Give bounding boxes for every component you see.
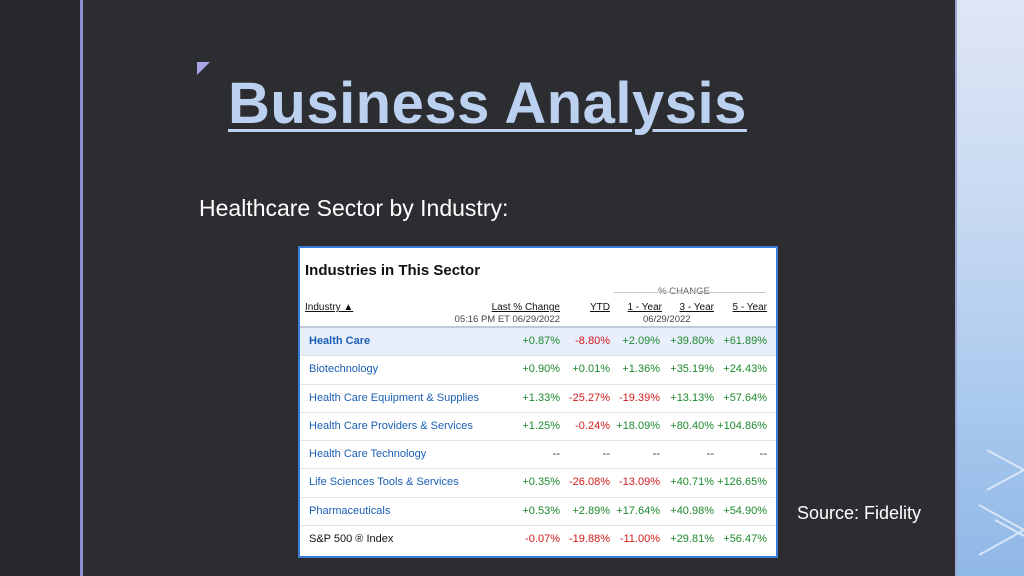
slide-subtitle: Healthcare Sector by Industry: bbox=[199, 195, 509, 221]
one-year-cell: +1.36% bbox=[622, 363, 660, 376]
pct-change-label: % CHANGE bbox=[614, 286, 754, 297]
three-year-cell: -- bbox=[706, 448, 714, 461]
three-year-cell: +35.19% bbox=[670, 363, 714, 376]
col-subheader-last-change: 05:16 PM ET 06/29/2022 bbox=[454, 314, 560, 325]
five-year-cell: +104.86% bbox=[717, 419, 767, 432]
corner-triangle-icon bbox=[197, 62, 210, 75]
last-change-cell: +0.87% bbox=[522, 335, 560, 347]
table-row: Health Care Equipment & Supplies +1.33% … bbox=[300, 385, 776, 413]
industry-link[interactable]: Life Sciences Tools & Services bbox=[309, 476, 459, 489]
col-header-ytd[interactable]: YTD bbox=[590, 302, 610, 313]
industry-link[interactable]: Pharmaceuticals bbox=[309, 504, 391, 517]
three-year-cell: +39.80% bbox=[670, 335, 714, 347]
one-year-cell: -- bbox=[652, 448, 660, 461]
last-change-cell: +1.33% bbox=[522, 391, 560, 404]
table-row: Biotechnology +0.90% +0.01% +1.36% +35.1… bbox=[300, 356, 776, 385]
industry-link[interactable]: Health Care Equipment & Supplies bbox=[309, 391, 479, 404]
table-row: Health Care +0.87% -8.80% +2.09% +39.80%… bbox=[300, 328, 776, 357]
industry-link[interactable]: Biotechnology bbox=[309, 363, 379, 376]
table-row: Life Sciences Tools & Services +0.35% -2… bbox=[300, 469, 776, 498]
left-stripe bbox=[0, 0, 80, 576]
ytd-cell: -8.80% bbox=[575, 335, 610, 347]
col-subheader-period: 06/29/2022 bbox=[643, 314, 691, 325]
ytd-cell: +2.89% bbox=[572, 504, 610, 517]
pct-change-divider bbox=[614, 292, 766, 293]
table-row: Health Care Providers & Services +1.25% … bbox=[300, 413, 776, 442]
source-note: Source: Fidelity bbox=[797, 503, 922, 523]
last-change-cell: +1.25% bbox=[522, 419, 560, 432]
col-header-1-year[interactable]: 1 - Year bbox=[627, 302, 662, 313]
one-year-cell: +17.64% bbox=[616, 504, 660, 517]
last-change-cell: -0.07% bbox=[525, 533, 560, 546]
index-label: S&P 500 ® Index bbox=[309, 533, 394, 546]
five-year-cell: +126.65% bbox=[717, 476, 767, 489]
one-year-cell: -11.00% bbox=[619, 533, 660, 546]
five-year-cell: +54.90% bbox=[723, 504, 767, 517]
one-year-cell: +2.09% bbox=[622, 335, 660, 347]
ytd-cell: -- bbox=[602, 448, 610, 461]
table-row: S&P 500 ® Index -0.07% -19.88% -11.00% +… bbox=[300, 526, 776, 554]
one-year-cell: -13.09% bbox=[619, 476, 660, 489]
three-year-cell: +40.98% bbox=[670, 504, 714, 517]
ytd-cell: -0.24% bbox=[575, 419, 610, 432]
last-change-cell: +0.53% bbox=[522, 504, 560, 517]
right-decor-panel bbox=[955, 0, 1024, 576]
three-year-cell: +29.81% bbox=[670, 533, 714, 546]
three-year-cell: +80.40% bbox=[670, 419, 714, 432]
five-year-cell: +56.47% bbox=[723, 533, 767, 546]
one-year-cell: +18.09% bbox=[616, 419, 660, 432]
col-header-3-year[interactable]: 3 - Year bbox=[679, 302, 714, 313]
right-accent-line bbox=[955, 0, 957, 576]
header-divider bbox=[300, 326, 776, 328]
three-year-cell: +40.71% bbox=[670, 476, 714, 489]
five-year-cell: -- bbox=[759, 448, 767, 461]
table-body: Health Care +0.87% -8.80% +2.09% +39.80%… bbox=[300, 328, 776, 554]
industry-link[interactable]: Health Care Technology bbox=[309, 448, 427, 461]
chevron-decor-icon bbox=[978, 449, 1024, 556]
five-year-cell: +61.89% bbox=[723, 335, 767, 347]
industries-table: Industries in This Sector % CHANGE Indus… bbox=[298, 246, 778, 558]
last-change-cell: +0.90% bbox=[522, 363, 560, 376]
industry-link[interactable]: Health Care bbox=[309, 335, 371, 347]
col-header-5-year[interactable]: 5 - Year bbox=[732, 302, 767, 313]
ytd-cell: -26.08% bbox=[569, 476, 610, 489]
col-header-industry[interactable]: Industry ▲ bbox=[305, 302, 354, 313]
table-heading: Industries in This Sector bbox=[305, 262, 481, 279]
one-year-cell: -19.39% bbox=[619, 391, 660, 404]
left-accent-line bbox=[80, 0, 83, 576]
table-row: Health Care Technology -- -- -- -- -- bbox=[300, 441, 776, 470]
ytd-cell: +0.01% bbox=[572, 363, 610, 376]
industry-link[interactable]: Health Care Providers & Services bbox=[309, 419, 473, 432]
table-row: Pharmaceuticals +0.53% +2.89% +17.64% +4… bbox=[300, 498, 776, 527]
three-year-cell: +13.13% bbox=[670, 391, 714, 404]
last-change-cell: -- bbox=[552, 448, 560, 461]
last-change-cell: +0.35% bbox=[522, 476, 560, 489]
five-year-cell: +57.64% bbox=[723, 391, 767, 404]
col-header-last-change[interactable]: Last % Change bbox=[491, 302, 560, 313]
ytd-cell: -19.88% bbox=[569, 533, 610, 546]
ytd-cell: -25.27% bbox=[569, 391, 610, 404]
five-year-cell: +24.43% bbox=[723, 363, 767, 376]
slide-title: Business Analysis bbox=[228, 71, 747, 136]
